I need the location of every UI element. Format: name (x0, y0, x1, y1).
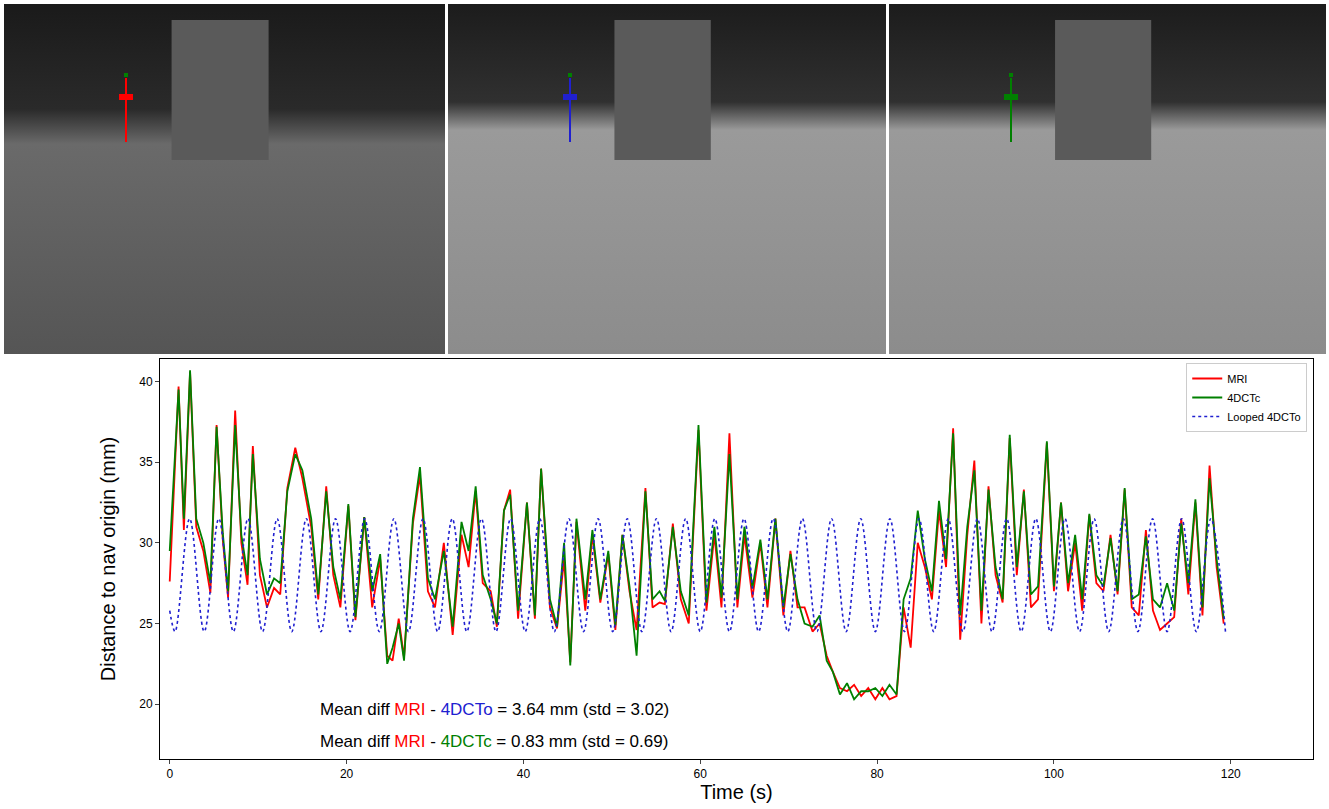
svg-text:120: 120 (1221, 767, 1241, 781)
svg-text:20: 20 (340, 767, 354, 781)
svg-text:Looped 4DCTo: Looped 4DCTo (1227, 411, 1300, 423)
svg-text:Mean diff MRI - 4DCTc = 0.83 m: Mean diff MRI - 4DCTc = 0.83 mm (std = 0… (320, 732, 668, 751)
svg-text:60: 60 (694, 767, 708, 781)
svg-text:20: 20 (139, 697, 153, 711)
svg-text:Distance to nav origin (mm): Distance to nav origin (mm) (97, 437, 119, 682)
svg-text:MRI: MRI (1227, 373, 1247, 385)
svg-text:30: 30 (139, 536, 153, 550)
svg-text:Time (s): Time (s) (700, 781, 773, 803)
svg-text:0: 0 (166, 767, 173, 781)
svg-text:100: 100 (1044, 767, 1064, 781)
svg-text:25: 25 (139, 617, 153, 631)
svg-text:80: 80 (870, 767, 884, 781)
svg-text:4DCTc: 4DCTc (1227, 392, 1261, 404)
svg-text:35: 35 (139, 455, 153, 469)
svg-text:40: 40 (139, 375, 153, 389)
svg-text:40: 40 (517, 767, 531, 781)
svg-text:Mean diff MRI - 4DCTo = 3.64 m: Mean diff MRI - 4DCTo = 3.64 mm (std = 3… (320, 700, 669, 719)
